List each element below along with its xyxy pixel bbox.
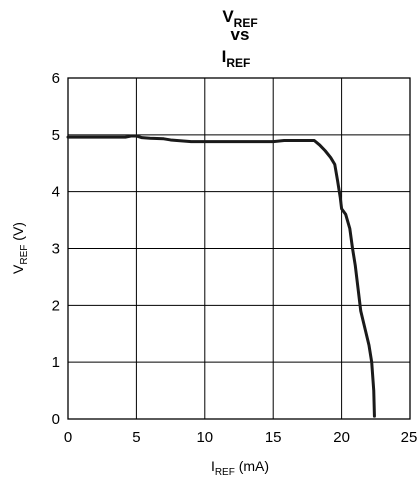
svg-text:IREF: IREF (222, 47, 251, 70)
y-tick-label: 4 (52, 184, 60, 201)
y-tick-labels: 0 1 2 3 4 5 6 (52, 70, 60, 428)
y-tick-label: 6 (52, 70, 60, 87)
title-line3-sub: REF (226, 56, 250, 70)
title-line3-main: I (222, 47, 227, 66)
y-tick-label: 2 (52, 297, 60, 314)
svg-text:VREF: VREF (222, 7, 257, 30)
x-tick-label: 15 (265, 429, 282, 446)
x-tick-label: 20 (333, 429, 350, 446)
x-tick-label: 25 (401, 429, 417, 446)
x-tick-label: 0 (64, 429, 72, 446)
x-axis-label: IREF (mA) (211, 458, 269, 478)
x-tick-label: 5 (132, 429, 140, 446)
y-axis-label: VREF (V) (10, 222, 30, 274)
series-line-0 (66, 134, 376, 418)
title-line1-main: V (222, 7, 234, 26)
x-tick-label: 10 (196, 429, 213, 446)
grid (68, 78, 410, 419)
y-tick-label: 0 (52, 411, 60, 428)
plot-area-frame (67, 77, 411, 420)
title-line1-sub: REF (234, 16, 258, 30)
y-tick-label: 3 (52, 241, 60, 258)
title-line2: vs (231, 25, 250, 44)
y-tick-label: 1 (52, 354, 60, 371)
y-tick-label: 5 (52, 127, 60, 144)
series-layer (66, 134, 376, 418)
x-tick-labels: 0 5 10 15 20 25 (64, 429, 417, 446)
chart-title: VREF vs IREF (222, 7, 258, 70)
